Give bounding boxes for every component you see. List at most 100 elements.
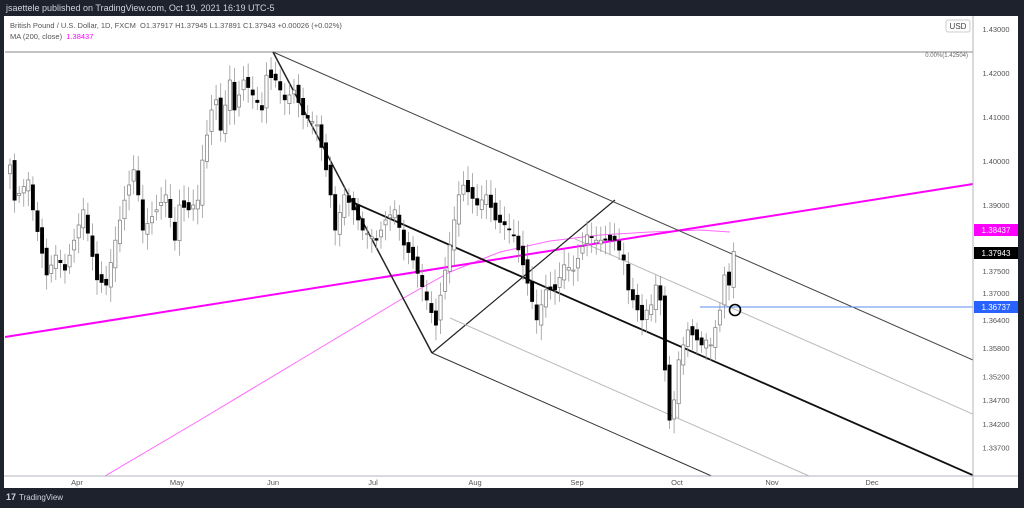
pitchfork-upper-line (272, 51, 973, 361)
candle-body (58, 259, 63, 263)
candle-body (516, 235, 521, 251)
symbol-title: British Pound / U.S. Dollar, 1D, FXCM (10, 21, 136, 30)
candle-body (182, 200, 186, 208)
candle-body (117, 219, 122, 245)
ohlc-values: O1.37917 H1.37945 L1.37891 C1.37943 +0.0… (140, 21, 342, 30)
time-tick-label: Sep (570, 478, 583, 487)
ma-value: 1.38437 (66, 32, 94, 41)
candle-body (241, 79, 246, 91)
candle-body (67, 254, 72, 268)
candle-body (292, 89, 296, 95)
candle-body (328, 164, 333, 196)
time-tick-label: May (170, 478, 184, 487)
candle-body (200, 159, 205, 206)
candle-body (191, 204, 196, 210)
candle-body (392, 209, 397, 219)
candle-body (488, 194, 493, 208)
candle-body (26, 179, 31, 192)
candle-body (589, 236, 594, 238)
time-tick-label: Jul (368, 478, 378, 487)
pitchfork-median-line (351, 201, 973, 476)
candle-body (406, 242, 411, 253)
candle-body (72, 239, 77, 251)
candle-body (690, 326, 695, 336)
candle-body (12, 160, 17, 201)
candle-body (484, 194, 489, 205)
candle-body (360, 218, 365, 231)
time-tick-label: Nov (765, 478, 779, 487)
candle-body (273, 73, 278, 81)
candle-body (640, 304, 644, 321)
candle-body (287, 94, 292, 105)
candle-body (195, 199, 200, 210)
candle-body (379, 229, 383, 238)
candle-body (250, 89, 255, 96)
candle-body (369, 236, 374, 239)
candle-body (681, 344, 686, 366)
chart-panel[interactable] (4, 16, 1018, 488)
candle-body (218, 97, 223, 131)
candle-body (704, 339, 709, 349)
candle-body (40, 227, 45, 254)
candle-body (667, 364, 672, 421)
candle-body (388, 214, 393, 219)
candle-body (626, 263, 631, 291)
candle-body (374, 238, 379, 241)
candle-body (708, 344, 713, 347)
candle-body (717, 309, 722, 326)
circle-marker (728, 303, 742, 317)
candle-body (383, 219, 388, 226)
candle-body (502, 221, 507, 226)
price-tick-label: 1.35800 (982, 344, 1009, 353)
candle-body (246, 77, 251, 88)
price-tick-label: 1.40000 (982, 157, 1009, 166)
candle-body (594, 239, 599, 244)
candle-body (443, 269, 448, 292)
candle-body (122, 199, 127, 220)
time-tick-label: Jun (267, 478, 279, 487)
candle-body (95, 253, 99, 281)
candle-body (81, 209, 86, 229)
candle-body (699, 337, 704, 346)
candle-body (420, 275, 425, 288)
candle-body (159, 202, 164, 206)
ma-label: MA (200, close) (10, 32, 63, 41)
price-tick-label: 1.34700 (982, 396, 1009, 405)
candle-body (356, 204, 361, 221)
candle-body (237, 94, 241, 108)
candle-body (35, 210, 40, 232)
publish-header: jsaettele published on TradingView.com, … (6, 3, 275, 13)
candle-body (154, 209, 159, 213)
candle-body (470, 187, 475, 199)
candle-body (145, 222, 150, 235)
candle-body (76, 224, 81, 239)
price-tick-label: 1.37000 (982, 289, 1009, 298)
price-label-text: 1.37943 (982, 249, 1011, 258)
candle-body (17, 193, 22, 196)
candle-body (301, 98, 306, 116)
candle-body (204, 134, 209, 162)
price-tick-label: 1.39000 (982, 201, 1009, 210)
candle-body (296, 84, 301, 103)
candle-body (342, 194, 347, 218)
candle-body (722, 274, 727, 306)
candle-body (644, 309, 649, 321)
candle-body (530, 281, 535, 302)
candle-body (649, 304, 654, 315)
candle-body (30, 184, 35, 211)
candle-body (168, 199, 173, 218)
price-label-badge (974, 224, 1018, 236)
candle-body (557, 277, 562, 288)
candle-body (452, 219, 457, 251)
price-tick-label: 1.43000 (982, 25, 1009, 34)
ma-200-line (104, 229, 731, 476)
price-tick-label: 1.42000 (982, 69, 1009, 78)
candle-body (411, 246, 415, 261)
candle-body (255, 99, 260, 103)
candle-body (324, 142, 328, 171)
price-label-text: 1.36737 (982, 303, 1011, 312)
candle-body (127, 184, 132, 196)
candle-body (507, 228, 512, 231)
price-label-text: 1.38437 (982, 226, 1011, 235)
